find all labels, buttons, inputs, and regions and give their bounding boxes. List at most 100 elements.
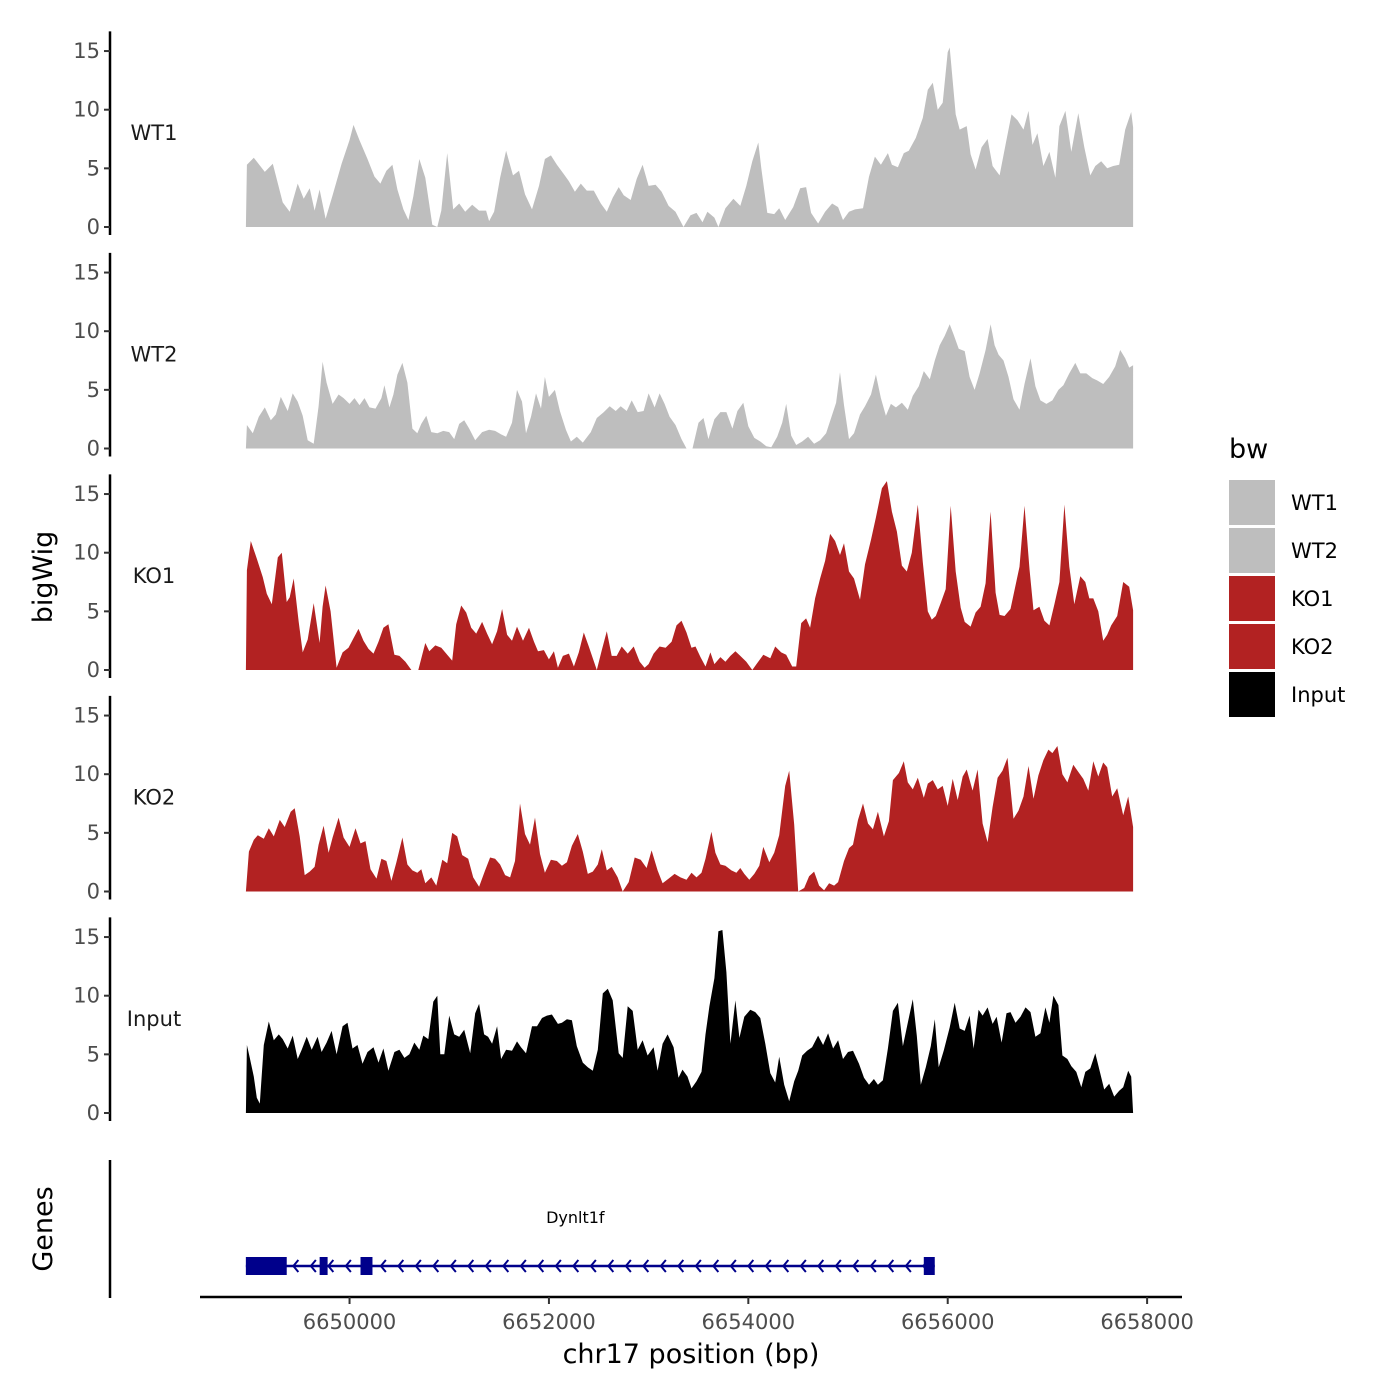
- y-tick-label: 5: [87, 378, 100, 402]
- track-wt1: 0 5 10 15 WT1: [73, 31, 1134, 239]
- y-tick-label: 10: [73, 98, 100, 122]
- strand-arrow: [624, 1259, 632, 1273]
- y-tick-label: 0: [87, 1101, 100, 1125]
- track-wt2: 0 5 10 15 WT2: [73, 252, 1134, 461]
- legend-label-wt2: WT2: [1291, 539, 1338, 563]
- area-input: [245, 930, 1134, 1113]
- area-ko1: [245, 481, 1134, 670]
- x-tick-label: 6658000: [1100, 1310, 1194, 1334]
- y-tick-label: 10: [73, 541, 100, 565]
- strand-arrow: [327, 1259, 335, 1273]
- y-tick-label: 5: [87, 821, 100, 845]
- track-label-ko2: KO2: [133, 786, 176, 810]
- strand-arrow: [467, 1259, 475, 1273]
- y-tick-label: 0: [87, 880, 100, 904]
- y-tick-label: 15: [73, 704, 100, 728]
- strand-arrow: [484, 1259, 492, 1273]
- legend-key-input: [1229, 672, 1275, 717]
- strand-arrow: [834, 1259, 842, 1273]
- y-axis-title: bigWig: [28, 531, 59, 624]
- exon: [360, 1257, 373, 1275]
- legend-label-ko1: KO1: [1291, 587, 1334, 611]
- strand-arrow: [292, 1259, 300, 1273]
- strand-arrow: [799, 1259, 807, 1273]
- x-axis: 6650000 6652000 6654000 6656000 6658000: [200, 1295, 1194, 1334]
- tracks: 0 5 10 15 WT1 0 5 10 15 WT2 0 5 10 15 KO1 0 5 10 15 KO2 0 5 10…: [73, 31, 1134, 1125]
- legend-label-input: Input: [1291, 683, 1345, 707]
- strand-arrow: [589, 1259, 597, 1273]
- track-ko1: 0 5 10 15 KO1: [73, 474, 1134, 682]
- track-label-wt1: WT1: [131, 121, 178, 145]
- strand-arrow: [449, 1259, 457, 1273]
- y-tick-label: 0: [87, 658, 100, 682]
- strand-arrow: [344, 1259, 352, 1273]
- legend-title: bw: [1229, 434, 1268, 465]
- y-tick-label: 10: [73, 319, 100, 343]
- exon: [245, 1257, 287, 1275]
- strand-arrow: [519, 1259, 527, 1273]
- track-input: 0 5 10 15 Input: [73, 917, 1134, 1125]
- strand-arrow: [607, 1259, 615, 1273]
- strand-arrow: [869, 1259, 877, 1273]
- legend-key-ko1: [1229, 576, 1275, 621]
- strand-arrow: [712, 1259, 720, 1273]
- genes-panel: Dynlt1f: [108, 1160, 935, 1298]
- y-tick-label: 10: [73, 762, 100, 786]
- strand-arrow: [642, 1259, 650, 1273]
- area-wt1: [245, 47, 1134, 227]
- x-tick-label: 6652000: [502, 1310, 596, 1334]
- legend-label-wt1: WT1: [1291, 491, 1338, 515]
- genes-axis-title: Genes: [28, 1186, 59, 1271]
- legend-key-wt1: [1229, 480, 1275, 525]
- y-tick-label: 10: [73, 984, 100, 1008]
- strand-arrow: [397, 1259, 405, 1273]
- exon: [319, 1257, 328, 1275]
- x-tick-label: 6650000: [303, 1310, 397, 1334]
- strand-arrow: [659, 1259, 667, 1273]
- gene-dynlt1f: Dynlt1f: [245, 1208, 935, 1275]
- strand-arrow: [309, 1259, 317, 1273]
- strand-arrow: [537, 1259, 545, 1273]
- strand-arrow: [887, 1259, 895, 1273]
- strand-arrow: [677, 1259, 685, 1273]
- y-tick-label: 0: [87, 437, 100, 461]
- strand-arrow: [904, 1259, 912, 1273]
- strand-arrow: [572, 1259, 580, 1273]
- y-tick-label: 5: [87, 1042, 100, 1066]
- strand-arrow: [817, 1259, 825, 1273]
- track-label-input: Input: [127, 1007, 181, 1031]
- y-tick-label: 5: [87, 156, 100, 180]
- y-tick-label: 15: [73, 925, 100, 949]
- y-tick-label: 15: [73, 482, 100, 506]
- strand-arrow: [502, 1259, 510, 1273]
- legend-key-wt2: [1229, 528, 1275, 573]
- strand-arrow: [414, 1259, 422, 1273]
- track-label-ko1: KO1: [133, 564, 176, 588]
- strand-arrow: [782, 1259, 790, 1273]
- legend-key-ko2: [1229, 624, 1275, 669]
- track-ko2: 0 5 10 15 KO2: [73, 695, 1134, 904]
- area-ko2: [245, 746, 1134, 892]
- strand-arrow: [554, 1259, 562, 1273]
- strand-arrow: [379, 1259, 387, 1273]
- x-tick-label: 6656000: [901, 1310, 995, 1334]
- strand-arrow: [729, 1259, 737, 1273]
- strand-arrow: [764, 1259, 772, 1273]
- legend: bw WT1 WT2 KO1 KO2 Input: [1229, 434, 1345, 717]
- x-axis-title: chr17 position (bp): [563, 1339, 820, 1370]
- y-tick-label: 0: [87, 215, 100, 239]
- y-tick-label: 15: [73, 261, 100, 285]
- track-label-wt2: WT2: [131, 343, 178, 367]
- y-tick-label: 5: [87, 599, 100, 623]
- x-tick-label: 6654000: [702, 1310, 796, 1334]
- area-wt2: [245, 324, 1134, 449]
- legend-label-ko2: KO2: [1291, 635, 1334, 659]
- strand-arrow: [747, 1259, 755, 1273]
- gene-label: Dynlt1f: [546, 1208, 605, 1227]
- exon: [923, 1257, 935, 1275]
- strand-arrow: [432, 1259, 440, 1273]
- y-tick-label: 15: [73, 39, 100, 63]
- strand-arrow: [852, 1259, 860, 1273]
- strand-arrow: [694, 1259, 702, 1273]
